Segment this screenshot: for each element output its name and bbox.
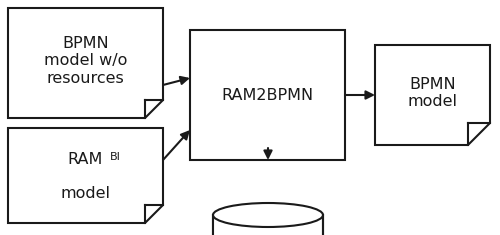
Text: model: model bbox=[60, 185, 110, 200]
Text: BPMN
model w/o
resources: BPMN model w/o resources bbox=[44, 36, 127, 86]
Text: RAM2BPMN: RAM2BPMN bbox=[222, 87, 314, 102]
Text: BPMN
model: BPMN model bbox=[408, 77, 458, 109]
Polygon shape bbox=[213, 215, 323, 235]
Text: BI: BI bbox=[110, 152, 120, 161]
Bar bbox=[190, 30, 345, 160]
Polygon shape bbox=[8, 8, 163, 118]
Polygon shape bbox=[375, 45, 490, 145]
Text: RAM: RAM bbox=[68, 153, 103, 168]
Polygon shape bbox=[8, 128, 163, 223]
Ellipse shape bbox=[213, 203, 323, 227]
